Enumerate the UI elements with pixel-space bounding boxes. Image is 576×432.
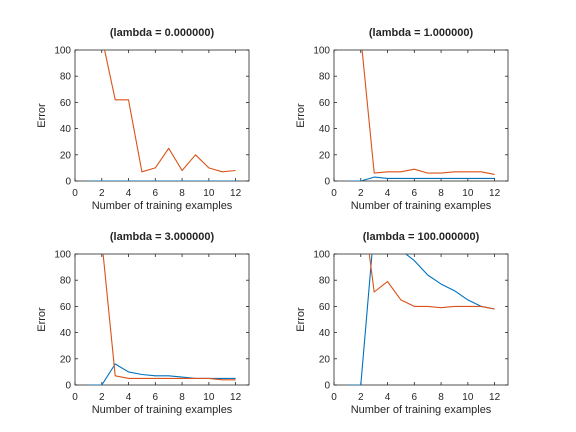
y-tick-label: 40 bbox=[319, 124, 331, 135]
y-tick-label: 0 bbox=[65, 177, 71, 188]
x-tick-label: 10 bbox=[203, 188, 215, 199]
y-tick-label: 20 bbox=[319, 150, 331, 161]
plot-frame bbox=[333, 253, 509, 386]
x-tick-label: 12 bbox=[230, 392, 242, 403]
x-tick-label: 6 bbox=[412, 392, 418, 403]
y-axis-label: Error bbox=[36, 103, 48, 128]
y-tick-label: 60 bbox=[60, 98, 72, 109]
x-tick-label: 4 bbox=[385, 188, 391, 199]
y-axis-label: Error bbox=[295, 307, 307, 332]
x-tick-label: 4 bbox=[126, 188, 132, 199]
x-tick-label: 6 bbox=[153, 188, 159, 199]
x-tick-label: 0 bbox=[331, 188, 337, 199]
subplot-title: (lambda = 100.000000) bbox=[363, 231, 480, 243]
x-tick-label: 4 bbox=[126, 392, 132, 403]
y-axis-label: Error bbox=[295, 103, 307, 128]
subplot-2: 0 2 4 6 8 10 12 0 20 40 60 80 100 (lambda = 1.000000)… bbox=[295, 27, 509, 212]
y-tick-label: 80 bbox=[60, 276, 72, 287]
y-tick-label: 60 bbox=[319, 302, 331, 313]
x-tick-label: 10 bbox=[203, 392, 215, 403]
x-tick-label: 12 bbox=[489, 188, 501, 199]
x-tick-label: 12 bbox=[230, 188, 242, 199]
x-tick-label: 12 bbox=[489, 392, 501, 403]
x-tick-label: 2 bbox=[358, 392, 364, 403]
series-line-train bbox=[347, 176, 495, 181]
y-tick-label: 20 bbox=[319, 354, 331, 365]
x-tick-label: 2 bbox=[358, 188, 364, 199]
x-tick-label: 10 bbox=[462, 392, 474, 403]
y-tick-label: 0 bbox=[324, 381, 330, 392]
y-tick-label: 20 bbox=[60, 354, 72, 365]
y-tick-label: 40 bbox=[319, 328, 331, 339]
series-line-train bbox=[347, 254, 495, 385]
subplot-3: 0 2 4 6 8 10 12 0 20 40 60 80 100 (lambda = 3.000000)… bbox=[36, 231, 250, 416]
x-tick-label: 10 bbox=[462, 188, 474, 199]
x-tick-label: 0 bbox=[331, 392, 337, 403]
x-tick-label: 6 bbox=[153, 392, 159, 403]
subplot-1: 0 2 4 6 8 10 12 0 20 40 60 80 100 (lambda = 0.000000)… bbox=[36, 27, 250, 212]
series-line-train bbox=[88, 363, 236, 385]
plot-frame bbox=[74, 253, 250, 386]
subplot-4: 0 2 4 6 8 10 12 0 20 40 60 80 100 (lambda = 100.00000… bbox=[295, 231, 509, 416]
y-tick-label: 40 bbox=[60, 124, 72, 135]
y-axis-label: Error bbox=[36, 307, 48, 332]
y-tick-label: 80 bbox=[319, 276, 331, 287]
subplot-title: (lambda = 1.000000) bbox=[369, 27, 474, 39]
x-tick-label: 8 bbox=[438, 392, 444, 403]
series-line-cross-validation bbox=[104, 50, 236, 173]
x-axis-label: Number of training examples bbox=[351, 404, 492, 416]
y-tick-label: 100 bbox=[313, 46, 330, 57]
x-tick-label: 4 bbox=[385, 392, 391, 403]
x-tick-label: 8 bbox=[438, 188, 444, 199]
x-axis-label: Number of training examples bbox=[92, 200, 233, 212]
y-tick-label: 80 bbox=[60, 72, 72, 83]
x-tick-label: 2 bbox=[99, 188, 105, 199]
x-tick-label: 0 bbox=[72, 392, 78, 403]
x-tick-label: 8 bbox=[179, 188, 185, 199]
series-line-cross-validation bbox=[102, 254, 236, 381]
series-line-cross-validation bbox=[361, 50, 495, 175]
y-tick-label: 0 bbox=[324, 177, 330, 188]
x-tick-label: 2 bbox=[99, 392, 105, 403]
series-line-cross-validation bbox=[368, 254, 495, 310]
x-tick-label: 0 bbox=[72, 188, 78, 199]
y-tick-label: 60 bbox=[60, 302, 72, 313]
y-tick-label: 60 bbox=[319, 98, 331, 109]
y-tick-label: 20 bbox=[60, 150, 72, 161]
x-tick-label: 6 bbox=[412, 188, 418, 199]
y-tick-label: 0 bbox=[65, 381, 71, 392]
y-tick-label: 100 bbox=[313, 250, 330, 261]
y-tick-label: 80 bbox=[319, 72, 331, 83]
x-axis-label: Number of training examples bbox=[92, 404, 233, 416]
subplot-title: (lambda = 0.000000) bbox=[110, 27, 215, 39]
y-tick-label: 100 bbox=[54, 46, 71, 57]
x-axis-label: Number of training examples bbox=[351, 200, 492, 212]
plot-frame bbox=[74, 49, 250, 182]
x-tick-label: 8 bbox=[179, 392, 185, 403]
y-tick-label: 100 bbox=[54, 250, 71, 261]
y-tick-label: 40 bbox=[60, 328, 72, 339]
subplot-title: (lambda = 3.000000) bbox=[110, 231, 215, 243]
plot-frame bbox=[333, 49, 509, 182]
